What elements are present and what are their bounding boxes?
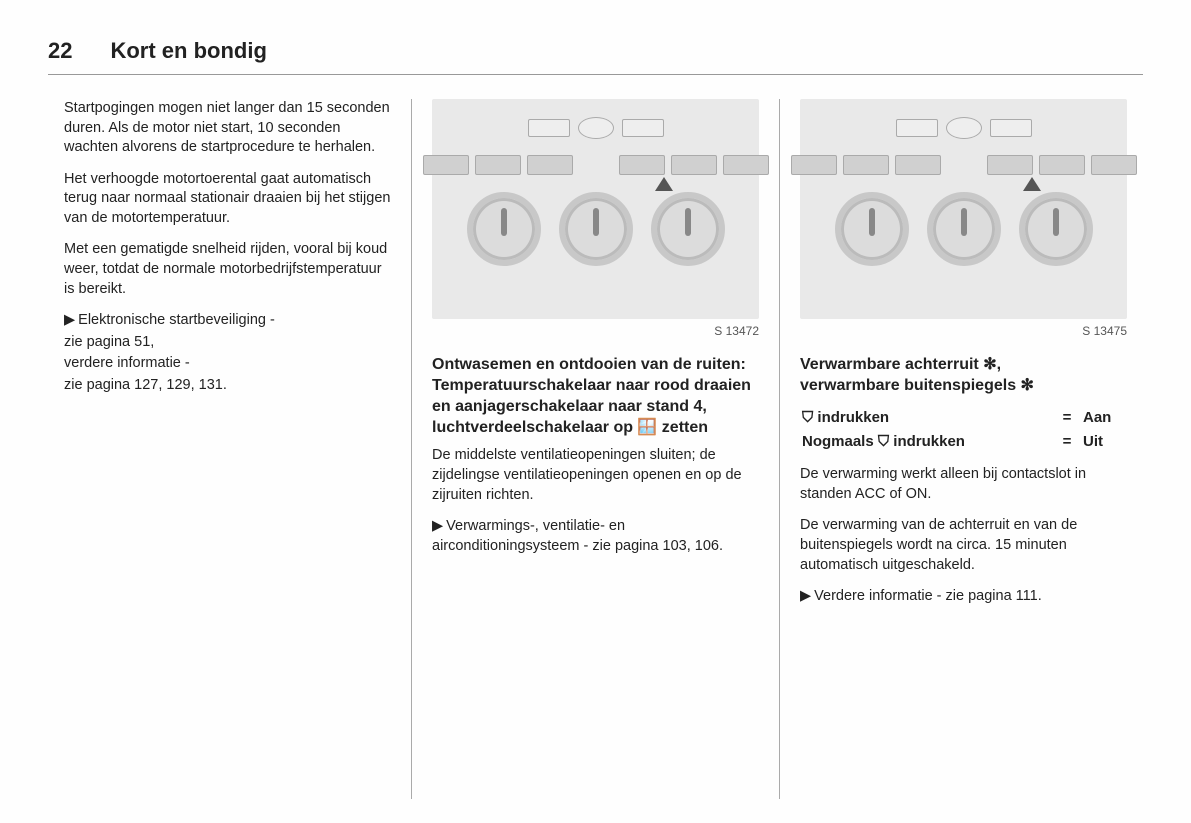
lcd-display [528, 119, 570, 137]
def-value: Aan [1083, 407, 1125, 429]
table-row: ⛉ indrukken = Aan [802, 407, 1125, 429]
climate-control-figure [800, 99, 1127, 319]
column-2: S 13472 Ontwasemen en ontdooien van de r… [416, 99, 775, 799]
def-equals: = [1053, 431, 1081, 453]
mode-button-icon [843, 155, 889, 175]
bullet-text: Elektronische startbeveiliging - [78, 312, 275, 328]
def-label: Nogmaals ⛉ indrukken [802, 431, 1051, 453]
dial-row [467, 192, 725, 266]
def-label: ⛉ indrukken [802, 407, 1051, 429]
display-panel [896, 117, 1032, 139]
mode-button-icon [619, 155, 665, 175]
table-row: Nogmaals ⛉ indrukken = Uit [802, 431, 1125, 453]
mode-button-icon [527, 155, 573, 175]
def-value: Uit [1083, 431, 1125, 453]
column-1: Startpogingen mogen niet langer dan 15 s… [48, 99, 407, 799]
col3-paragraph: De verwarming van de achterruit en van d… [800, 516, 1127, 575]
direction-pad-icon [946, 117, 982, 139]
mode-button-icon [671, 155, 717, 175]
col1-bullet: ▶Elektronische startbeveiliging - [64, 311, 391, 331]
page-number: 22 [48, 38, 72, 64]
dial-row [835, 192, 1093, 266]
airflow-dial-icon [651, 192, 725, 266]
mode-button-icon [791, 155, 837, 175]
mode-button-icon [1039, 155, 1085, 175]
mode-button-icon [1091, 155, 1137, 175]
triangle-bullet-icon: ▶ [432, 517, 443, 537]
button-row [791, 155, 1137, 175]
mode-button-icon [475, 155, 521, 175]
col1-paragraph: Startpogingen mogen niet langer dan 15 s… [64, 99, 391, 158]
button-row [423, 155, 769, 175]
direction-pad-icon [578, 117, 614, 139]
manual-page: 22 Kort en bondig Startpogingen mogen ni… [0, 0, 1191, 823]
column-separator [411, 99, 412, 799]
mode-button-icon [895, 155, 941, 175]
airflow-dial-icon [1019, 192, 1093, 266]
lcd-display [990, 119, 1032, 137]
page-header: 22 Kort en bondig [48, 38, 1143, 75]
def-equals: = [1053, 407, 1081, 429]
section-title: Kort en bondig [110, 38, 266, 64]
bullet-text: Verdere informatie - zie pagina 111. [814, 588, 1042, 604]
figure-caption: S 13475 [800, 323, 1127, 339]
bullet-text: verdere informatie - [64, 354, 391, 374]
arrow-up-icon [1023, 177, 1041, 191]
heading-line: Verwarmbare achterruit ✻, [800, 356, 1001, 373]
fan-dial-icon [927, 192, 1001, 266]
bullet-text: zie pagina 51, [64, 333, 391, 353]
content-columns: Startpogingen mogen niet langer dan 15 s… [48, 99, 1143, 799]
col2-heading: Ontwasemen en ontdooien van de ruiten: T… [432, 355, 759, 438]
column-3: S 13475 Verwarmbare achterruit ✻, verwar… [784, 99, 1143, 799]
temperature-dial-icon [835, 192, 909, 266]
definition-table: ⛉ indrukken = Aan Nogmaals ⛉ indrukken =… [800, 405, 1127, 456]
arrow-up-icon [655, 177, 673, 191]
mode-button-icon [423, 155, 469, 175]
triangle-bullet-icon: ▶ [800, 587, 811, 607]
temperature-dial-icon [467, 192, 541, 266]
climate-control-figure [432, 99, 759, 319]
lcd-display [896, 119, 938, 137]
column-separator [779, 99, 780, 799]
col3-paragraph: De verwarming werkt alleen bij contactsl… [800, 465, 1127, 504]
heading-line: verwarmbare buitenspiegels ✻ [800, 377, 1034, 394]
col1-paragraph: Het verhoogde motortoerental gaat automa… [64, 170, 391, 229]
lcd-display [622, 119, 664, 137]
fan-dial-icon [559, 192, 633, 266]
col3-bullet: ▶Verdere informatie - zie pagina 111. [800, 587, 1127, 607]
display-panel [528, 117, 664, 139]
col3-heading: Verwarmbare achterruit ✻, verwarmbare bu… [800, 355, 1127, 397]
mode-button-icon [987, 155, 1033, 175]
triangle-bullet-icon: ▶ [64, 311, 75, 331]
bullet-text: zie pagina 127, 129, 131. [64, 376, 391, 396]
mode-button-icon [723, 155, 769, 175]
figure-caption: S 13472 [432, 323, 759, 339]
col2-bullet: ▶Verwarmings-, ventilatie- en airconditi… [432, 517, 759, 556]
bullet-text: Verwarmings-, ventilatie- en airconditio… [432, 518, 723, 554]
col1-paragraph: Met een gematigde snelheid rijden, voora… [64, 240, 391, 299]
col2-paragraph: De middelste ventilatieopeningen sluiten… [432, 446, 759, 505]
